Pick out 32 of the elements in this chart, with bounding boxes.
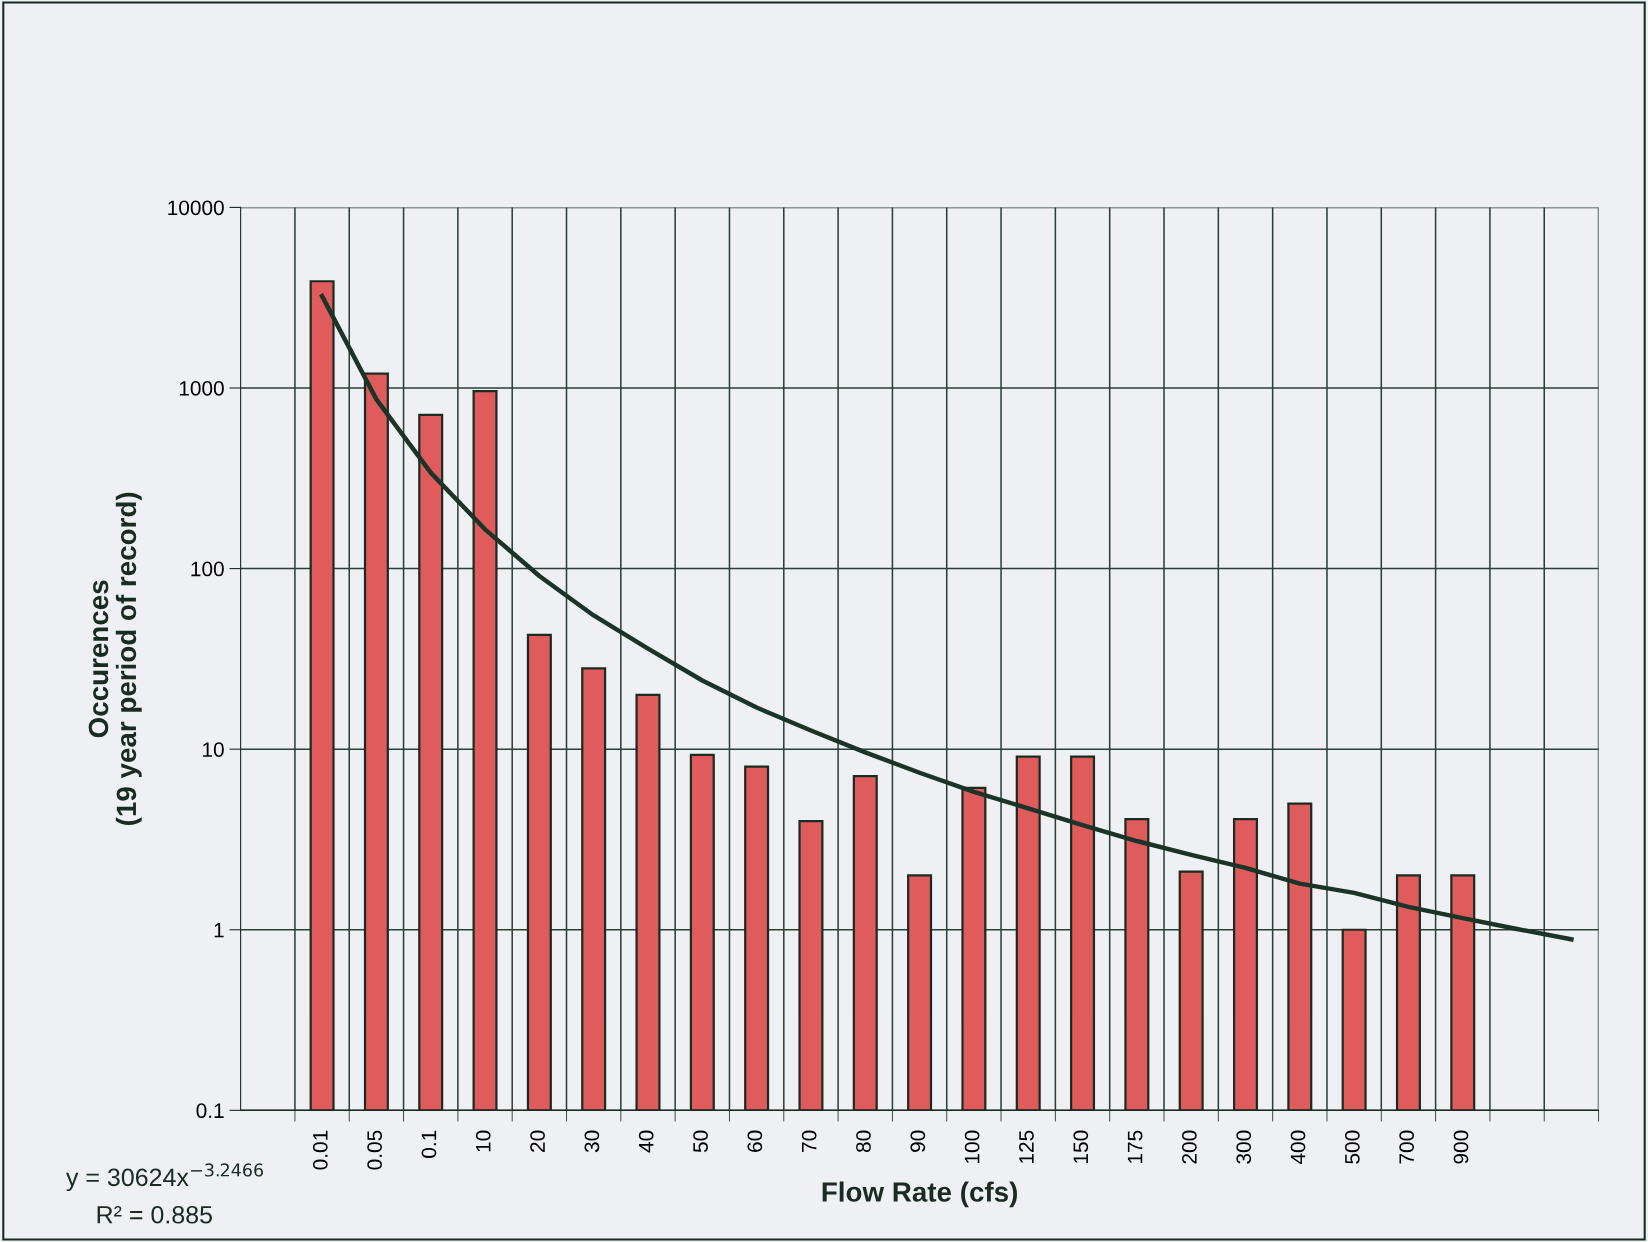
y-tick-label: 1000 [179,381,224,396]
y-tick-label: 100 [191,561,224,577]
text: R² = 0.885 [97,1205,212,1224]
y-tick-label: 0.1 [196,1103,224,1119]
x-tick-label: 300 [1236,1130,1252,1164]
x-tick-label: 70 [801,1130,817,1152]
x-tick-label: 125 [1019,1130,1034,1163]
x-tick-label: 40 [638,1130,654,1153]
x-tick-label: 60 [747,1130,763,1152]
x-tick-label: 900 [1453,1130,1469,1164]
x-tick-label: 30 [584,1130,600,1153]
x-tick-label: 175 [1127,1130,1143,1163]
x-tick-label: 0.01 [312,1130,328,1170]
text: y = 30624x$^{−3.2466}$ [65,1163,263,1192]
x-tick-label: 150 [1073,1130,1089,1163]
x-tick-label: 200 [1182,1130,1197,1164]
y-tick-label: 10000 [168,200,224,216]
x-tick-label: 50 [693,1130,708,1153]
x-tick-label: 0.1 [421,1130,437,1158]
y-tick-label: 10 [203,742,224,757]
x-tick-label: 400 [1290,1130,1306,1165]
x-tick-label: 10 [475,1130,491,1152]
y-tick-label: 1 [214,922,224,938]
x-tick-label: 90 [910,1130,926,1152]
x-tick-label: 100 [964,1130,980,1163]
x-tick-label: 500 [1344,1130,1360,1164]
x-tick-label: 0.05 [367,1130,382,1170]
x-tick-label: 700 [1399,1130,1415,1164]
x-tick-label: 80 [856,1130,871,1153]
y-axis-title: Occurences (19 year period of record) [88,492,142,825]
x-axis-title: Flow Rate (cfs) [822,1181,1017,1208]
x-tick-label: 20 [530,1130,545,1152]
